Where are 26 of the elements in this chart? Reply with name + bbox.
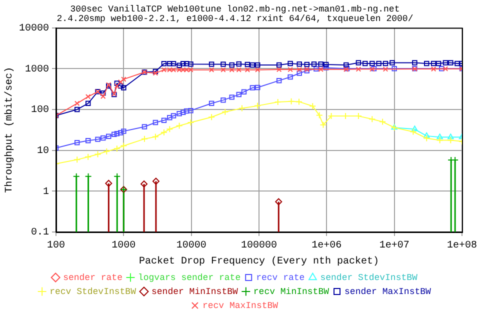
- y-tick-label: 1000: [24, 64, 50, 76]
- y-tick-label: 10: [36, 146, 50, 157]
- y-tick-label: 100: [30, 105, 50, 116]
- chart-title: 300sec VanillaTCP Web100tune lon02.mb-ng.net->man01.mb-ng.net: [70, 4, 400, 14]
- legend-label: recv MaxInstBW: [202, 300, 279, 311]
- y-tick-label: 1: [42, 186, 50, 198]
- x-tick-label: 10000: [176, 240, 206, 252]
- x-tick-label: 100: [46, 240, 66, 252]
- x-tick-label: 100000: [240, 240, 278, 252]
- legend-label: sender StdevInstBW: [320, 272, 418, 283]
- y-axis-title: Throughput (mbit/sec): [4, 66, 16, 193]
- legend-label: recv MinInstBW: [253, 286, 330, 297]
- x-axis-title: Packet Drop Frequency (Every nth packet): [138, 256, 380, 268]
- y-tick-label: 0.1: [30, 228, 50, 239]
- legend-label: sender rate: [63, 272, 122, 283]
- x-tick-label: 1e+07: [379, 240, 410, 252]
- chart-subtitle: 2.4.20smp web100-2.2.1, e1000-4.4.12 rxint 64/64, txqueuelen 2000/: [56, 14, 414, 24]
- legend-label: sender MaxInstBW: [344, 286, 432, 297]
- x-tick-label: 1e+06: [312, 240, 342, 252]
- x-tick-label: 1000: [112, 240, 136, 252]
- legend-label: recv rate: [256, 272, 305, 283]
- x-tick-label: 1e+08: [446, 240, 478, 252]
- legend-label: sender MinInstBW: [151, 286, 238, 297]
- legend-label: logvars sender rate: [138, 272, 241, 283]
- y-tick-label: 10000: [18, 23, 50, 34]
- legend-label: recv StdevInstBW: [50, 286, 137, 297]
